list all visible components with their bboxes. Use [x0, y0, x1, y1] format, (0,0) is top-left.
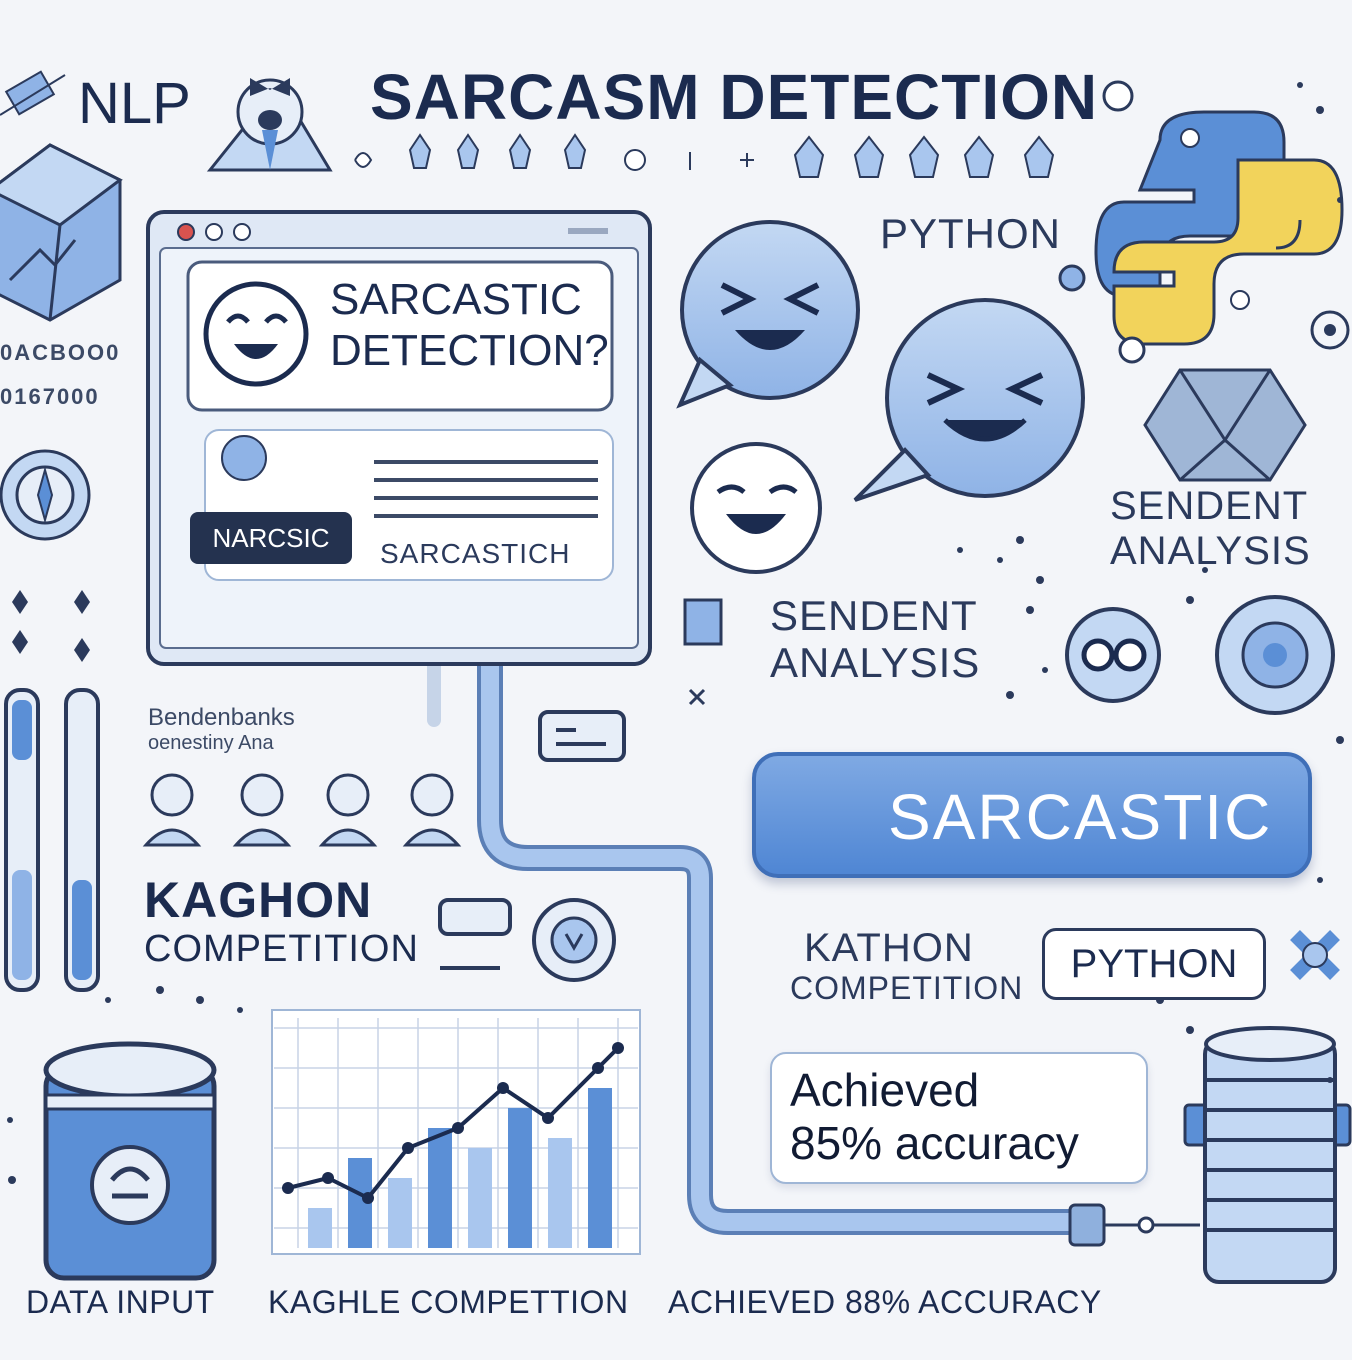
kaggle-right-line2: COMPETITION	[790, 969, 1024, 1006]
nlp-label: NLP	[78, 71, 191, 136]
compass-icon	[0, 449, 91, 541]
sentiment-right-line2: ANALYSIS	[1110, 528, 1311, 573]
sarcastic-result-pill[interactable]	[752, 752, 1312, 878]
connector-plug-icon	[1068, 1203, 1200, 1247]
chart-point	[362, 1192, 374, 1204]
crossed-icon	[1290, 930, 1340, 980]
python-logo-icon	[1094, 110, 1344, 346]
left-code-text-1: 0ACBOO0	[0, 340, 121, 365]
python-label: PYTHON	[880, 210, 1062, 257]
shield-badge-icon	[532, 898, 616, 982]
achievement-line1: Achieved	[790, 1064, 980, 1116]
left-caption-line1: Bendenbanks	[148, 704, 295, 731]
chart-point	[402, 1142, 414, 1154]
achievement-line2: 85% accuracy	[790, 1116, 1079, 1169]
connector-pipes	[427, 652, 1093, 1235]
chart-bar	[548, 1138, 572, 1248]
chart-bar	[588, 1088, 612, 1248]
narcsic-button[interactable]: NARCSIC	[190, 512, 352, 564]
sentiment-analysis-mid: SENDENT ANALYSIS	[770, 592, 980, 686]
target-face-icon	[1215, 595, 1335, 715]
chart-bar	[308, 1208, 332, 1248]
satellite-icon	[0, 70, 66, 116]
database-jar-icon	[43, 1041, 217, 1281]
chart-point	[282, 1182, 294, 1194]
left-caption: Bendenbanks oenestiny Ana	[148, 704, 295, 755]
eyes-face-icon	[1065, 607, 1161, 703]
tuxedo-mascot-icon	[206, 78, 333, 172]
kaggle-left-line2: COMPETITION	[144, 928, 419, 970]
sentiment-mid-line1: SENDENT	[770, 592, 978, 639]
server-stack-icon	[1183, 1026, 1352, 1284]
kaggle-competition-label: KAGHLE COMPETTION	[268, 1284, 629, 1320]
gear-icon	[1058, 80, 1350, 364]
left-caption-line2: oenestiny Ana	[148, 732, 274, 754]
chart-point	[497, 1082, 509, 1094]
laughing-bubble-icon	[676, 220, 860, 409]
kaggle-left-line1: KAGHON	[144, 872, 373, 928]
cube-icon	[0, 143, 123, 322]
window-title-line2: DETECTION?	[330, 325, 609, 375]
chart-bar	[508, 1108, 532, 1248]
grinning-bubble-icon	[853, 298, 1085, 502]
data-input-label: DATA INPUT	[26, 1284, 215, 1320]
badge-row-icons	[354, 133, 1055, 178]
sarcastic-result-label: SARCASTIC	[888, 781, 1273, 853]
chart-point	[592, 1062, 604, 1074]
happy-face-icon	[690, 442, 822, 574]
chart-point	[322, 1172, 334, 1184]
sentiment-right-line1: SENDENT	[1110, 484, 1309, 528]
chart-point	[612, 1042, 624, 1054]
sarcastich-label: SARCASTICH	[380, 538, 571, 569]
document-icon	[683, 598, 723, 706]
achievement-text: Achieved 85% accuracy	[790, 1064, 1079, 1170]
achieved-accuracy-label: ACHIEVED 88% ACCURACY	[668, 1284, 1102, 1320]
chart-bar	[388, 1178, 412, 1248]
window-title: SARCASTIC DETECTION?	[330, 275, 609, 376]
gem-icon	[1143, 368, 1307, 482]
chart-bar	[428, 1128, 452, 1248]
window-title-line1: SARCASTIC	[330, 275, 582, 324]
sentiment-analysis-right: SENDENT ANALYSIS	[1110, 484, 1311, 574]
left-code-text-2: 0167000	[0, 384, 100, 409]
smiley-face-icon	[203, 281, 309, 387]
achievement-card	[770, 1052, 1148, 1184]
slider-bars-icon	[4, 688, 100, 992]
chart-bar	[468, 1148, 492, 1248]
kaggle-competition-left: KAGHON COMPETITION	[144, 872, 419, 971]
kaggle-competition-right: KATHON COMPETITION	[790, 926, 1023, 1007]
chart-point	[542, 1112, 554, 1124]
progress-chart	[271, 1009, 641, 1255]
diamond-icons	[12, 590, 90, 662]
page-title: SARCASM DETECTION	[370, 61, 1099, 133]
bracket-icons	[438, 710, 626, 970]
team-people-icons	[142, 773, 462, 847]
chart-point	[452, 1122, 464, 1134]
python-tag: PYTHON	[1042, 928, 1266, 1000]
sentiment-mid-line2: ANALYSIS	[770, 639, 981, 687]
kaggle-right-line1: KATHON	[804, 926, 974, 970]
